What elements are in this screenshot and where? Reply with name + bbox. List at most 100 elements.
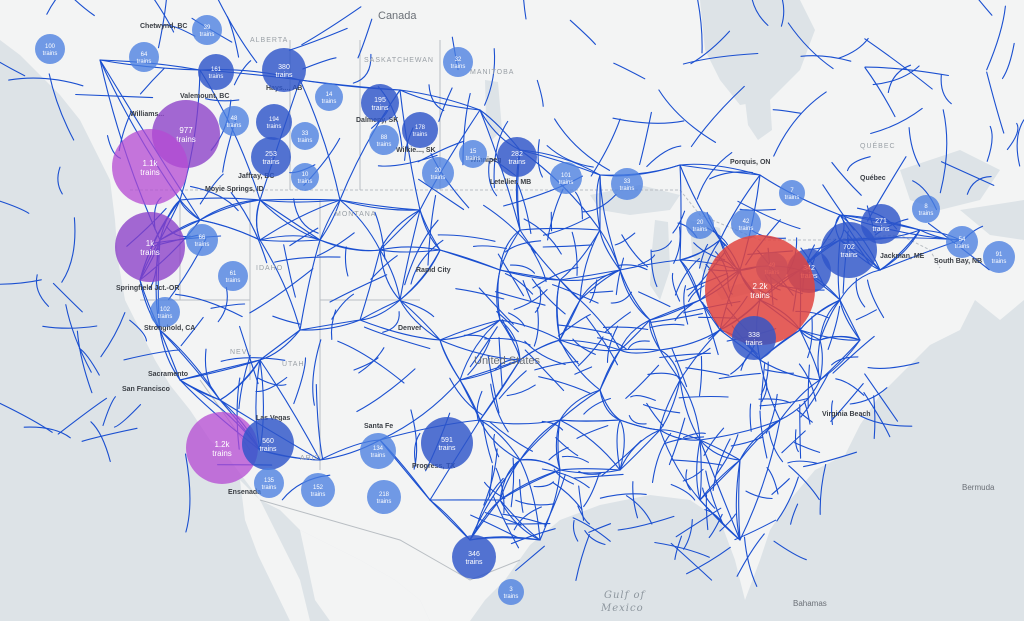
bubble-unit: trains [992,259,1007,265]
bubble-circle[interactable] [497,137,537,177]
bubble-circle[interactable] [421,417,473,469]
bubble-circle[interactable] [550,162,582,194]
bubble-circle[interactable] [443,47,473,77]
bubble-circle[interactable] [422,157,454,189]
bubble-circle[interactable] [198,54,234,90]
bubble-circle[interactable] [367,480,401,514]
bubble-unit: trains [508,159,526,166]
bubble-circle[interactable] [186,224,218,256]
bubble-circle[interactable] [256,104,292,140]
bubble-circle[interactable] [186,412,258,484]
bubble-circle[interactable] [821,222,877,278]
bubble-circle[interactable] [112,129,188,205]
place-stronghold: Stronghold, CA [144,325,195,332]
bubble-circle[interactable] [35,34,65,64]
mexico-land [300,530,430,621]
bubble-circle[interactable] [129,42,159,72]
bubble-unit: trains [322,99,337,105]
bubble-circle[interactable] [779,180,805,206]
bubble-circle[interactable] [686,211,714,239]
bubble-circle[interactable] [315,83,343,111]
bubble-circle[interactable] [192,15,222,45]
bubble-circle[interactable] [218,261,248,291]
bubble-circle[interactable] [459,140,487,168]
bubble-circle[interactable] [301,473,335,507]
bubble-circle[interactable] [115,212,185,282]
place-south-bay: South Bay, NB [934,258,982,265]
bubble-circle[interactable] [912,195,940,223]
bubble-circle[interactable] [946,226,978,258]
bubble-circle[interactable] [983,241,1015,273]
bubble-circle[interactable] [242,418,294,470]
bubble-circle[interactable] [150,297,180,327]
bubble-circle[interactable] [219,106,249,136]
bubble-circle[interactable] [732,316,776,360]
bubble-circle[interactable] [251,137,291,177]
label-idaho: IDAHO [256,265,283,272]
bubble-circle[interactable] [611,168,643,200]
place-moyie-springs: Moyie Springs, ID [205,186,264,193]
bubble-circle[interactable] [705,235,815,345]
bubble-circle[interactable] [254,468,284,498]
bubble-circle[interactable] [262,48,306,92]
bubble-circle[interactable] [731,209,761,239]
bubble-count: 271 [875,218,887,225]
bubble-circle[interactable] [360,433,396,469]
bubble-circle[interactable] [361,84,399,122]
bubble-circle[interactable] [402,112,438,148]
bubble-circle[interactable] [369,125,399,155]
bubble-circle[interactable] [452,535,496,579]
label-gulf-of: Gulf of [604,590,647,601]
bubble-unit: trains [785,195,800,201]
bubble-circle[interactable] [291,163,319,191]
bubble-circle[interactable] [291,122,319,150]
bubble-circle[interactable] [498,579,524,605]
